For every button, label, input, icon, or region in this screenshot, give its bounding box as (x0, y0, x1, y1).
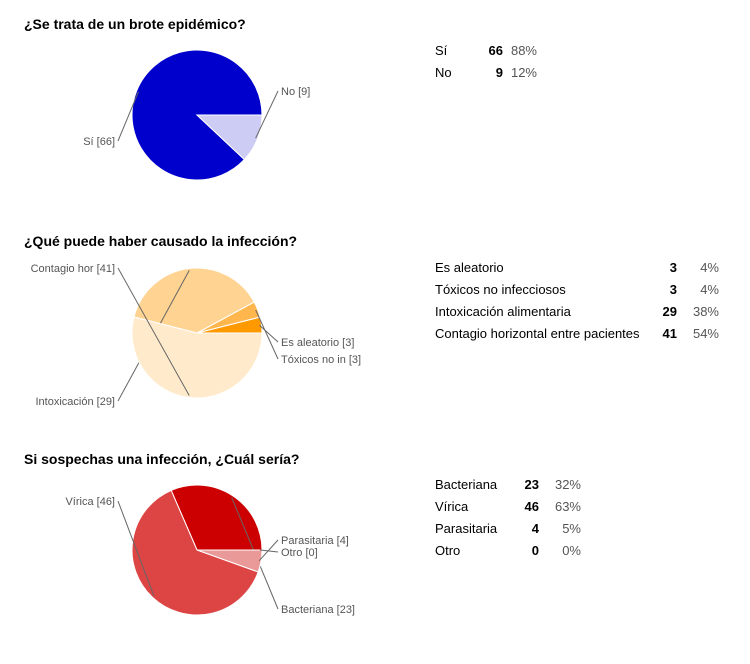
summary-percent: 0% (562, 542, 581, 558)
summary-table: Es aleatorio 3 4% Tóxicos no infecciosos… (435, 256, 719, 344)
slice-leader-line (255, 309, 279, 360)
summary-percent: 63% (554, 498, 581, 514)
slice-label: Es aleatorio [3] (281, 337, 354, 349)
slice-label: Vírica [46] (65, 496, 115, 508)
summary-row: Sí 66 88% (435, 39, 537, 61)
summary-label: Es aleatorio (435, 259, 504, 275)
summary-count: 29 (662, 303, 677, 319)
summary-count: 3 (669, 281, 677, 297)
summary-row: Contagio horizontal entre pacientes 41 5… (435, 322, 719, 344)
summary-row: Tóxicos no infecciosos 3 4% (435, 278, 719, 300)
slice-leader-line (259, 324, 279, 343)
summary-percent: 88% (510, 42, 537, 58)
slice-label: Contagio hor [41] (31, 263, 115, 275)
summary-count: 23 (524, 476, 539, 492)
summary-label: Parasitaria (435, 520, 498, 536)
pie-chart: Bacteriana [23] Vírica [46] Parasitaria [4… (65, 484, 355, 616)
slice-leader-line (117, 91, 139, 142)
summary-percent: 12% (510, 64, 537, 80)
summary-count: 41 (662, 325, 677, 341)
summary-label: Contagio horizontal entre pacientes (435, 325, 640, 341)
summary-count: 9 (495, 64, 503, 80)
question-title: ¿Se trata de un brote epidémico? (24, 16, 246, 32)
summary-count: 66 (488, 42, 503, 58)
pie-chart: Sí [66] No [9] (83, 49, 310, 181)
summary-label: Bacteriana (435, 476, 498, 492)
question-section-2: ¿Qué puede haber causado la infección? E… (0, 220, 750, 430)
slice-label: No [9] (281, 86, 310, 98)
slice-label: Bacteriana [23] (281, 604, 355, 616)
summary-count: 3 (669, 259, 677, 275)
slice-leader-line (117, 267, 190, 396)
summary-percent: 4% (700, 259, 719, 275)
summary-row: Vírica 46 63% (435, 495, 581, 517)
summary-label: Tóxicos no infecciosos (435, 281, 566, 297)
summary-count: 0 (531, 542, 539, 558)
pie-slice (131, 316, 263, 399)
summary-label: Sí (435, 42, 448, 58)
pie-slice (170, 484, 263, 551)
summary-row: Intoxicación alimentaria 29 38% (435, 300, 719, 322)
summary-percent: 54% (692, 325, 719, 341)
summary-label: Intoxicación alimentaria (435, 303, 571, 319)
slice-label: Parasitaria [4] (281, 535, 349, 547)
pie-slice (131, 489, 259, 616)
slice-leader-line (117, 500, 155, 597)
pie-chart: Es aleatorio [3] Tóxicos no in [3] Intoxic… (31, 263, 361, 408)
summary-count: 4 (531, 520, 539, 536)
summary-table: Bacteriana 23 32% Vírica 46 63% Parasita… (435, 473, 581, 561)
summary-percent: 38% (692, 303, 719, 319)
summary-percent: 5% (562, 520, 581, 536)
slice-leader-line (258, 539, 279, 562)
slice-leader-line (259, 549, 279, 553)
summary-percent: 32% (554, 476, 581, 492)
summary-table: Sí 66 88% No 9 12% (435, 39, 537, 83)
summary-percent: 4% (700, 281, 719, 297)
slice-leader-line (255, 90, 279, 139)
summary-row: No 9 12% (435, 61, 537, 83)
question-section-3: Si sospechas una infección, ¿Cuál sería?… (0, 440, 750, 650)
question-title: ¿Qué puede haber causado la infección? (24, 233, 298, 249)
summary-row: Bacteriana 23 32% (435, 473, 581, 495)
slice-label: Tóxicos no in [3] (281, 354, 361, 366)
summary-label: Vírica (435, 498, 469, 514)
summary-row: Otro 0 0% (435, 539, 581, 561)
question-title: Si sospechas una infección, ¿Cuál sería? (24, 451, 300, 467)
summary-label: Otro (435, 542, 461, 558)
slice-label: Intoxicación [29] (36, 396, 116, 408)
pie-slice (195, 114, 263, 161)
summary-label: No (435, 64, 452, 80)
question-section-1: ¿Se trata de un brote epidémico? Sí [66]… (0, 0, 750, 210)
slice-label: Sí [66] (83, 136, 115, 148)
summary-row: Es aleatorio 3 4% (435, 256, 719, 278)
summary-row: Parasitaria 4 5% (435, 517, 581, 539)
slice-label: Otro [0] (281, 547, 318, 559)
summary-count: 46 (524, 498, 539, 514)
